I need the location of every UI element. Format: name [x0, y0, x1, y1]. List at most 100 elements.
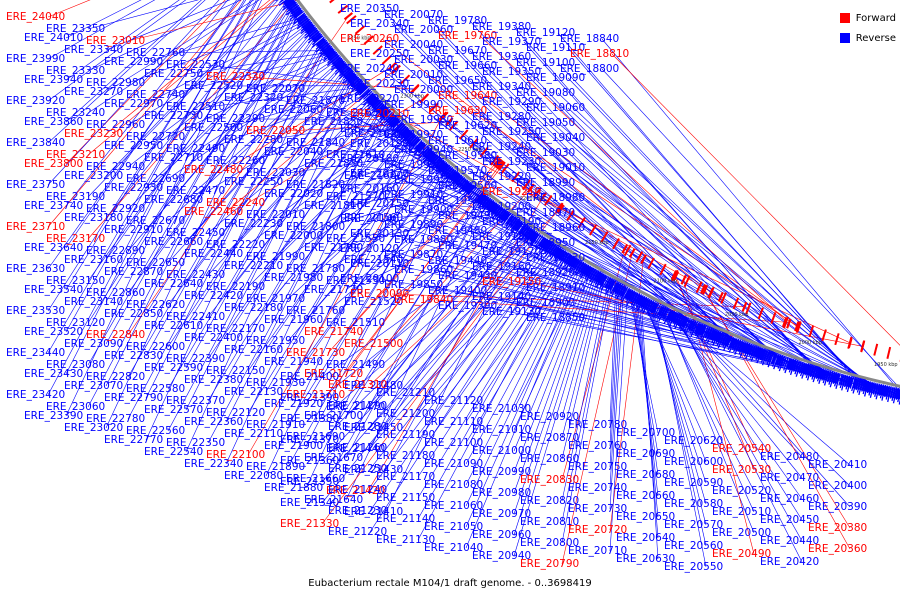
feature-label[interactable]: ERE_22620: [126, 299, 185, 311]
feature-label[interactable]: ERE_19910: [384, 189, 443, 201]
feature-label[interactable]: ERE_21710: [286, 389, 345, 401]
feature-label[interactable]: ERE_21690: [286, 431, 345, 443]
feature-label[interactable]: ERE_21840: [286, 137, 345, 149]
feature-label[interactable]: ERE_20390: [808, 501, 867, 513]
feature-label[interactable]: ERE_20160: [340, 183, 399, 195]
feature-label[interactable]: ERE_20660: [616, 490, 675, 502]
feature-label[interactable]: ERE_19210: [482, 186, 541, 198]
feature-label[interactable]: ERE_21220: [328, 526, 387, 538]
feature-label[interactable]: ERE_20870: [520, 432, 579, 444]
feature-label[interactable]: ERE_19370: [482, 36, 541, 48]
feature-label[interactable]: ERE_19490: [438, 210, 497, 222]
feature-label[interactable]: ERE_22790: [104, 392, 163, 404]
feature-label[interactable]: ERE_19030: [516, 147, 575, 159]
feature-label[interactable]: ERE_21510: [326, 317, 385, 329]
feature-label[interactable]: ERE_22330: [206, 71, 265, 83]
feature-label[interactable]: ERE_20510: [712, 506, 771, 518]
feature-label[interactable]: ERE_21330: [280, 518, 339, 530]
feature-label[interactable]: ERE_22710: [144, 152, 203, 164]
feature-label[interactable]: ERE_19240: [472, 141, 531, 153]
feature-label[interactable]: ERE_21960: [264, 314, 323, 326]
feature-label[interactable]: ERE_23920: [6, 95, 65, 107]
feature-label[interactable]: ERE_19650: [428, 75, 487, 87]
feature-label[interactable]: ERE_21620: [344, 128, 403, 140]
feature-label[interactable]: ERE_19980: [394, 114, 453, 126]
feature-label[interactable]: ERE_21550: [326, 233, 385, 245]
feature-label[interactable]: ERE_23200: [64, 170, 123, 182]
feature-label[interactable]: ERE_22950: [104, 140, 163, 152]
feature-label[interactable]: ERE_22940: [86, 161, 145, 173]
feature-label[interactable]: ERE_22180: [224, 302, 283, 314]
feature-label[interactable]: ERE_19860: [394, 264, 453, 276]
feature-label[interactable]: ERE_21200: [376, 408, 435, 420]
feature-label[interactable]: ERE_21890: [246, 461, 305, 473]
feature-label[interactable]: ERE_20200: [340, 123, 399, 135]
feature-label[interactable]: ERE_22350: [166, 437, 225, 449]
feature-label[interactable]: ERE_22670: [126, 215, 185, 227]
feature-label[interactable]: ERE_20350: [340, 3, 399, 15]
feature-label[interactable]: ERE_19470: [438, 240, 497, 252]
feature-label[interactable]: ERE_20230: [350, 78, 409, 90]
feature-label[interactable]: ERE_20040: [384, 39, 443, 51]
feature-label[interactable]: ERE_21730: [286, 347, 345, 359]
feature-label[interactable]: ERE_21280: [328, 421, 387, 433]
feature-label[interactable]: ERE_22970: [104, 98, 163, 110]
feature-label[interactable]: ERE_19400: [428, 285, 487, 297]
feature-label[interactable]: ERE_22980: [86, 77, 145, 89]
feature-label[interactable]: ERE_20810: [520, 516, 579, 528]
feature-label[interactable]: ERE_22460: [184, 206, 243, 218]
feature-label[interactable]: ERE_22580: [126, 383, 185, 395]
feature-label[interactable]: ERE_21050: [424, 521, 483, 533]
feature-label[interactable]: ERE_23390: [24, 410, 83, 422]
feature-label[interactable]: ERE_23240: [46, 107, 105, 119]
feature-label[interactable]: ERE_23270: [64, 86, 123, 98]
feature-label[interactable]: ERE_23020: [64, 422, 123, 434]
feature-label[interactable]: ERE_22860: [86, 287, 145, 299]
feature-label[interactable]: ERE_21490: [326, 359, 385, 371]
feature-label[interactable]: ERE_19760: [438, 30, 497, 42]
feature-label[interactable]: ERE_19990: [384, 99, 443, 111]
feature-label[interactable]: ERE_18850: [526, 312, 585, 324]
feature-label[interactable]: ERE_21500: [344, 338, 403, 350]
feature-label[interactable]: ERE_21060: [424, 500, 483, 512]
feature-label[interactable]: ERE_22500: [184, 122, 243, 134]
feature-label[interactable]: ERE_23090: [64, 338, 123, 350]
feature-label[interactable]: ERE_21000: [472, 445, 531, 457]
feature-label[interactable]: ERE_20060: [394, 24, 453, 36]
feature-label[interactable]: ERE_20830: [520, 474, 579, 486]
feature-label[interactable]: ERE_21720: [304, 368, 363, 380]
feature-label[interactable]: ERE_19140: [472, 291, 531, 303]
feature-label[interactable]: ERE_21740: [304, 326, 363, 338]
feature-label[interactable]: ERE_22930: [104, 182, 163, 194]
feature-label[interactable]: ERE_21640: [304, 494, 363, 506]
feature-label[interactable]: ERE_23860: [24, 116, 83, 128]
feature-label[interactable]: ERE_22750: [144, 68, 203, 80]
feature-label[interactable]: ERE_23350: [46, 23, 105, 35]
feature-label[interactable]: ERE_22250: [224, 176, 283, 188]
feature-label[interactable]: ERE_21030: [472, 403, 531, 415]
feature-label[interactable]: ERE_22760: [126, 47, 185, 59]
feature-label[interactable]: ERE_20380: [808, 522, 867, 534]
feature-label[interactable]: ERE_22040: [264, 146, 323, 158]
feature-label[interactable]: ERE_19060: [526, 102, 585, 114]
feature-label[interactable]: ERE_19230: [482, 156, 541, 168]
feature-label[interactable]: ERE_22080: [224, 470, 283, 482]
feature-label[interactable]: ERE_22010: [246, 209, 305, 221]
feature-label[interactable]: ERE_21170: [376, 471, 435, 483]
feature-label[interactable]: ERE_22740: [126, 89, 185, 101]
feature-label[interactable]: ERE_20790: [520, 558, 579, 570]
feature-label[interactable]: ERE_22720: [126, 131, 185, 143]
feature-label[interactable]: ERE_23060: [46, 401, 105, 413]
feature-label[interactable]: ERE_22850: [104, 308, 163, 320]
feature-label[interactable]: ERE_19890: [384, 219, 443, 231]
feature-label[interactable]: ERE_23230: [64, 128, 123, 140]
feature-label[interactable]: ERE_22000: [264, 230, 323, 242]
feature-label[interactable]: ERE_19170: [482, 246, 541, 258]
feature-label[interactable]: ERE_23080: [46, 359, 105, 371]
feature-label[interactable]: ERE_20630: [616, 553, 675, 565]
feature-label[interactable]: ERE_20990: [472, 466, 531, 478]
feature-label[interactable]: ERE_21970: [246, 293, 305, 305]
feature-label[interactable]: ERE_19080: [516, 87, 575, 99]
feature-label[interactable]: ERE_20570: [664, 519, 723, 531]
feature-label[interactable]: ERE_23170: [46, 233, 105, 245]
